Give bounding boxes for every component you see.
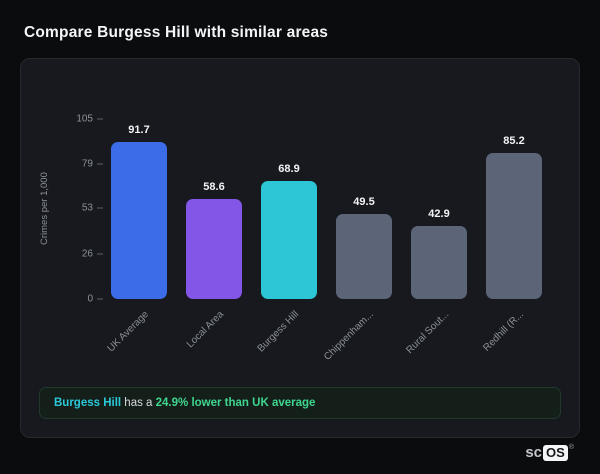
x-axis-label: Local Area (185, 309, 227, 351)
y-tick-mark (97, 207, 103, 209)
y-tick-mark (97, 118, 103, 120)
bar-column: 85.2 Redhill (R... (482, 99, 542, 354)
y-tick-label: 0 (87, 293, 93, 305)
bar-column: 58.6 Local Area (185, 99, 242, 350)
y-tick: 26 (82, 249, 103, 260)
note-stat: 24.9% lower than UK average (155, 397, 316, 409)
bar-value-label: 42.9 (428, 207, 450, 220)
plot-area: 91.7 UK Average 58.6 Local Area 68.9 Burgess … (103, 99, 561, 363)
y-tick: 79 (82, 158, 103, 169)
bar[interactable] (486, 152, 542, 299)
bar-column: 68.9 Burgess Hill (256, 99, 317, 355)
y-tick-mark (97, 298, 103, 300)
x-axis-label: UK Average (105, 309, 152, 355)
y-tick-label: 26 (81, 248, 93, 260)
bar-value-label: 91.7 (128, 123, 150, 136)
y-tick: 105 (76, 114, 103, 125)
bar-value-label: 58.6 (203, 180, 225, 193)
y-axis: Crimes per 1,000 0 26 53 79 105 (39, 114, 103, 305)
bar[interactable] (261, 180, 317, 299)
summary-note: Burgess Hill has a 24.9% lower than UK a… (39, 387, 561, 419)
bar-value-label: 85.2 (503, 134, 525, 147)
y-tick-mark (97, 253, 103, 255)
x-axis-label: Rural Sout... (404, 309, 452, 357)
bar[interactable] (186, 198, 242, 299)
note-area-name: Burgess Hill (54, 397, 122, 409)
x-axis-label: Redhill (R... (481, 309, 527, 354)
bar[interactable] (111, 141, 167, 299)
y-tick-label: 53 (81, 202, 93, 214)
y-axis-title: Crimes per 1,000 (39, 172, 50, 246)
y-tick: 53 (82, 203, 103, 214)
note-connector: has a (121, 397, 156, 409)
bar-value-label: 49.5 (353, 196, 375, 209)
x-axis-label: Burgess Hill (255, 309, 302, 355)
bar-chart: Crimes per 1,000 0 26 53 79 105 91.7 UK Avera… (39, 99, 561, 363)
x-axis-label: Chippenham... (322, 309, 377, 363)
bar[interactable] (411, 225, 467, 299)
bar[interactable] (336, 214, 392, 299)
y-tick: 0 (87, 294, 103, 305)
page-title: Compare Burgess Hill with similar areas (24, 24, 329, 41)
scos-logo: sc OS ® (525, 444, 574, 461)
bar-value-label: 68.9 (278, 162, 300, 175)
bar-column: 91.7 UK Average (106, 99, 167, 354)
logo-box: OS (543, 444, 568, 461)
chart-card: Crimes per 1,000 0 26 53 79 105 91.7 UK Avera… (20, 58, 580, 438)
y-tick-label: 79 (81, 158, 93, 170)
bar-column: 42.9 Rural Sout... (404, 99, 467, 356)
bar-column: 49.5 Chippenham... (322, 99, 392, 363)
logo-registered-mark: ® (568, 444, 574, 451)
logo-prefix: sc (525, 444, 543, 461)
y-tick-label: 105 (76, 113, 93, 125)
y-tick-mark (97, 163, 103, 165)
